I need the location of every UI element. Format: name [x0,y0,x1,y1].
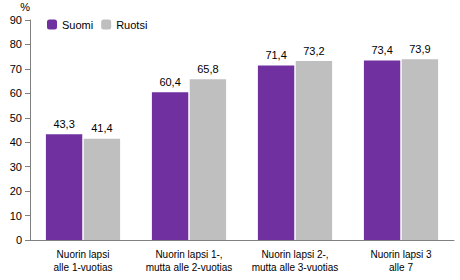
svg-text:90: 90 [10,14,22,26]
svg-text:80: 80 [10,38,22,50]
svg-text:71,4: 71,4 [265,49,286,61]
svg-text:alle 1-vuotias: alle 1-vuotias [54,262,113,273]
svg-text:%: % [20,1,30,13]
svg-text:73,4: 73,4 [371,44,392,56]
svg-text:60: 60 [10,87,22,99]
svg-text:40: 40 [10,136,22,148]
svg-text:Nuorin lapsi 1-,: Nuorin lapsi 1-, [155,249,222,260]
svg-text:41,4: 41,4 [91,122,112,134]
svg-text:mutta alle 2-vuotias: mutta alle 2-vuotias [146,262,233,273]
svg-text:Ruotsi: Ruotsi [116,19,147,31]
svg-text:0: 0 [16,234,22,246]
svg-text:Nuorin lapsi: Nuorin lapsi [57,249,110,260]
svg-text:Nuorin lapsi 2-,: Nuorin lapsi 2-, [261,249,328,260]
svg-text:43,3: 43,3 [53,118,74,130]
svg-text:alle 7: alle 7 [389,262,413,273]
svg-text:Suomi: Suomi [62,19,93,31]
svg-text:65,8: 65,8 [197,63,218,75]
svg-text:60,4: 60,4 [159,76,180,88]
svg-text:20: 20 [10,185,22,197]
svg-text:10: 10 [10,210,22,222]
svg-text:73,2: 73,2 [303,45,324,57]
svg-text:mutta alle 3-vuotias: mutta alle 3-vuotias [252,262,339,273]
svg-text:Nuorin lapsi 3: Nuorin lapsi 3 [370,249,432,260]
svg-text:30: 30 [10,161,22,173]
svg-text:73,9: 73,9 [409,43,430,55]
svg-text:50: 50 [10,112,22,124]
svg-text:70: 70 [10,63,22,75]
